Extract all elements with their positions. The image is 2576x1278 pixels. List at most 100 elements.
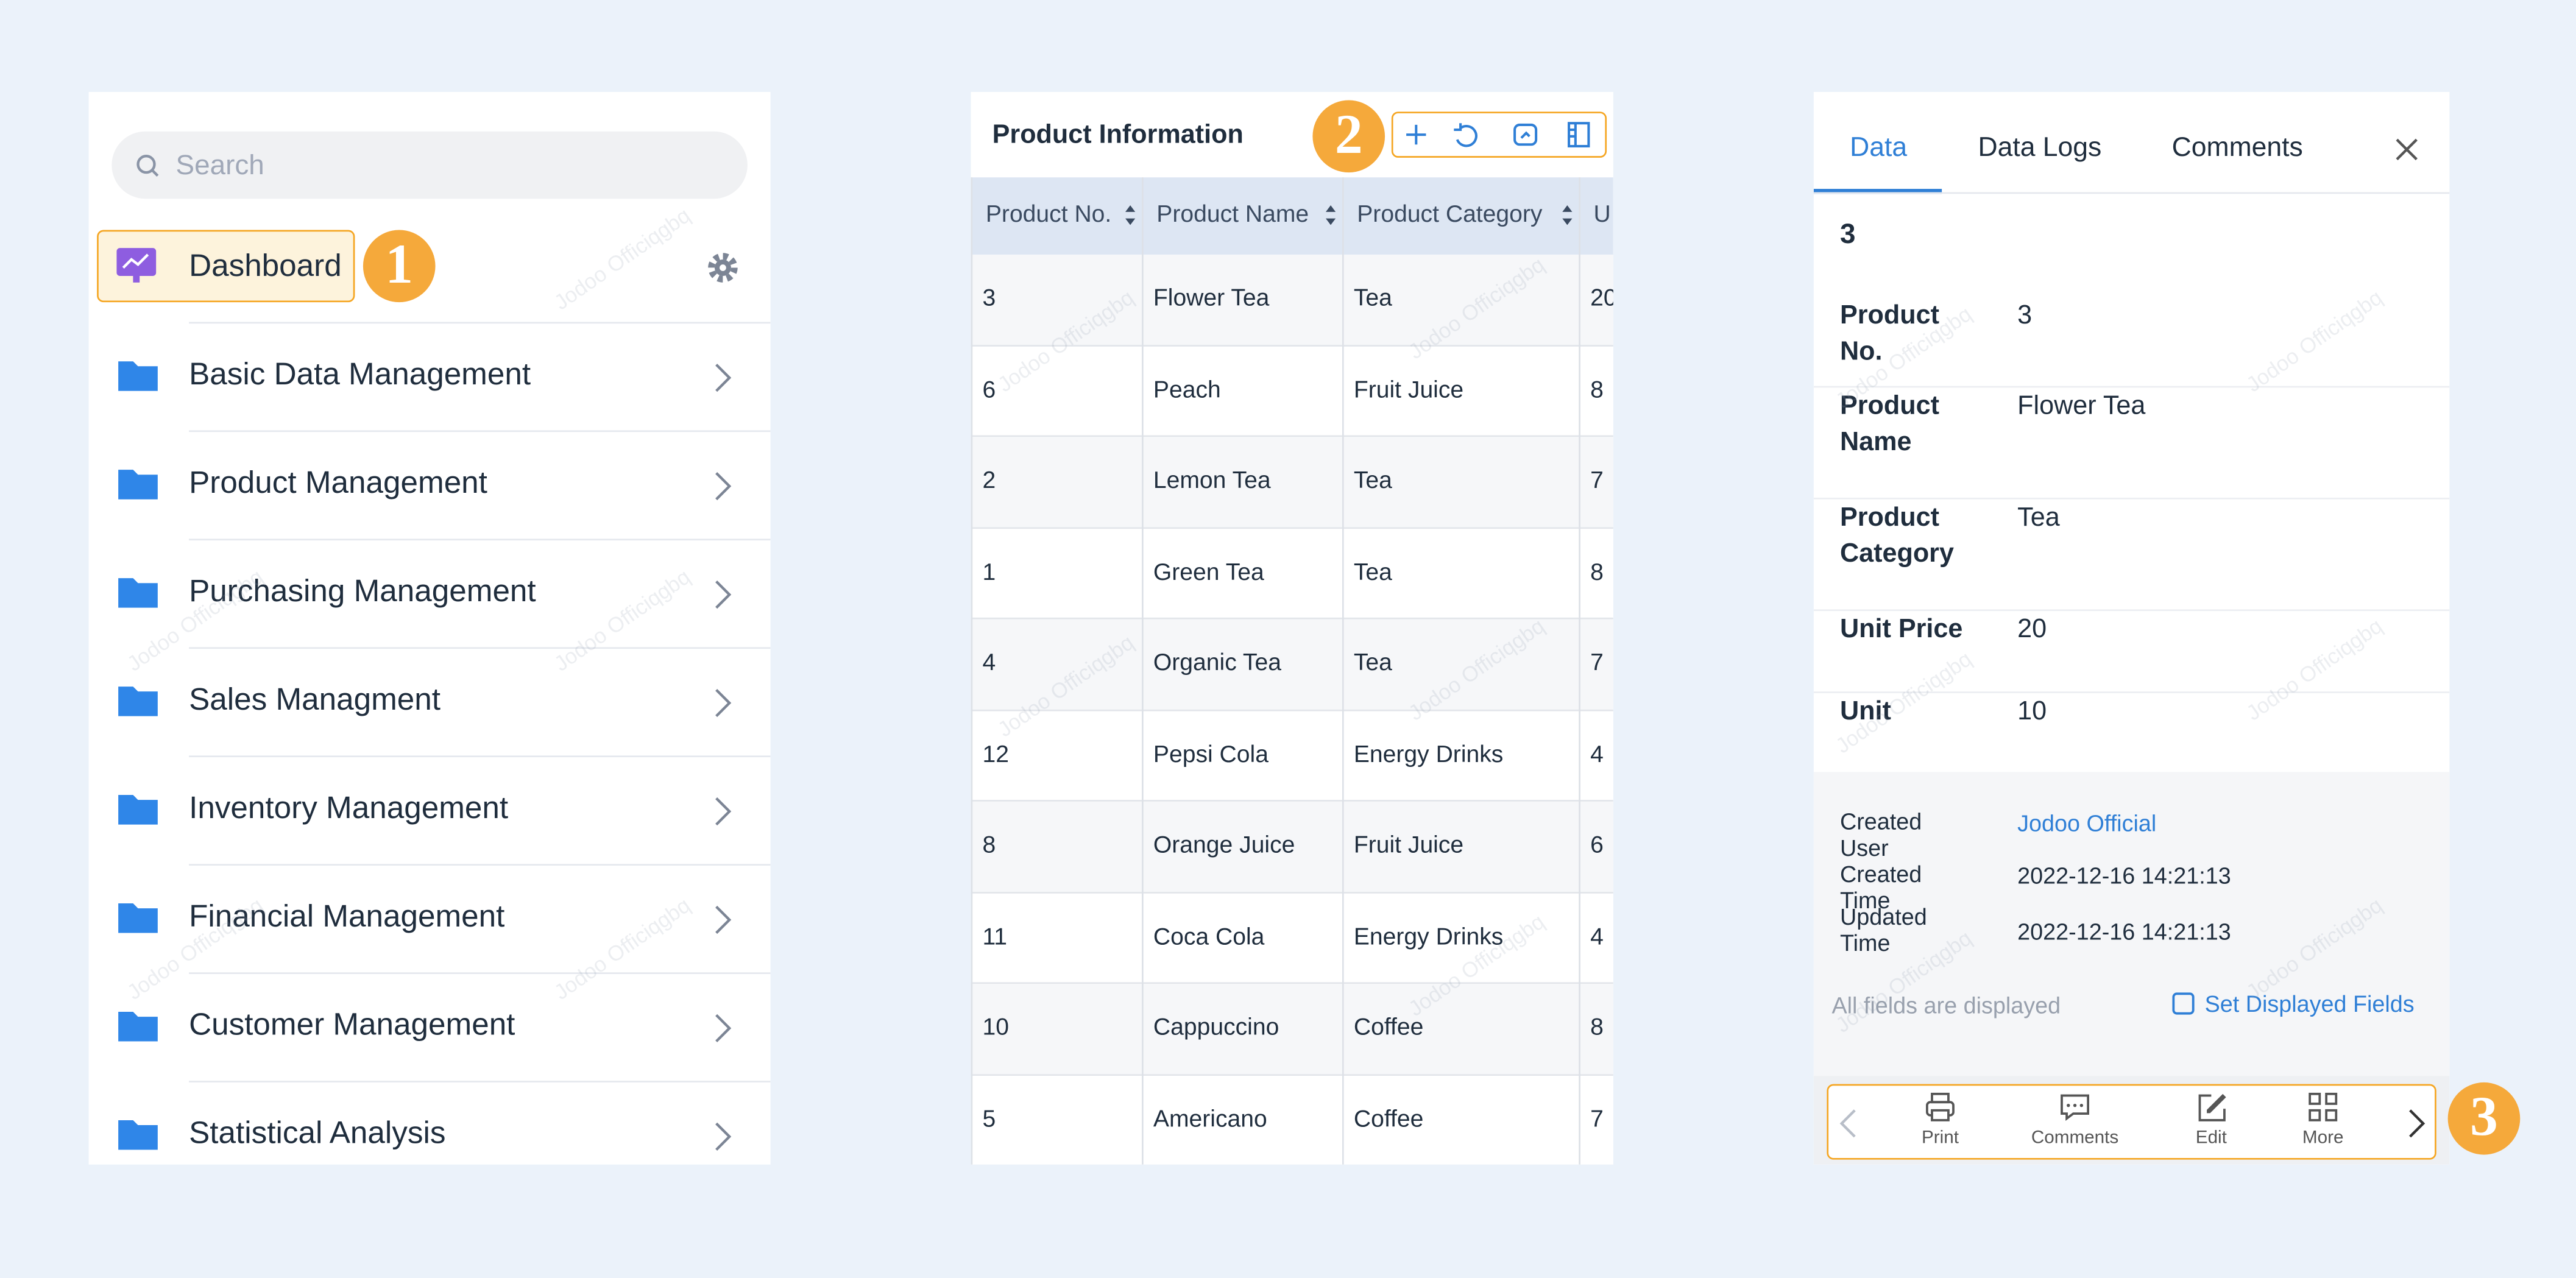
table-header xyxy=(971,177,1613,255)
menu-item[interactable]: Purchasing Management xyxy=(189,574,536,610)
table-row xyxy=(971,1075,1613,1165)
folder-glyph xyxy=(118,903,158,933)
field-divider xyxy=(1813,498,2450,500)
menu-item[interactable]: Customer Management xyxy=(189,1008,515,1043)
chevron-glyph xyxy=(715,797,732,826)
tool-label[interactable]: Edit xyxy=(2195,1128,2227,1148)
table-cell: 4 xyxy=(1590,741,1604,768)
column-header[interactable]: Product Name xyxy=(1156,202,1309,228)
tab[interactable]: Data Logs xyxy=(1978,133,2102,163)
settings-icon[interactable] xyxy=(706,252,739,284)
close-button[interactable] xyxy=(2394,136,2420,163)
table-cell: 6 xyxy=(982,376,996,403)
menu-item[interactable]: Statistical Analysis xyxy=(189,1117,446,1152)
tool-icon[interactable] xyxy=(2195,1090,2227,1131)
table-cell: 7 xyxy=(1590,650,1604,677)
table-cell: Energy Drinks xyxy=(1353,923,1504,950)
field-label: Product Name xyxy=(1839,392,1939,457)
record-title: 3 xyxy=(1839,218,1856,250)
column-header[interactable]: Product No. xyxy=(985,202,1112,228)
table-cell: 7 xyxy=(1590,1106,1604,1133)
tab[interactable]: Comments xyxy=(2171,133,2303,163)
nav-panel: Search Dashboard 1 Basic Data Management… xyxy=(88,91,771,1165)
menu-divider xyxy=(189,1081,771,1082)
search-box[interactable]: Search xyxy=(111,131,748,199)
field-label: Product Category xyxy=(1839,504,1954,568)
table-cell: Fruit Juice xyxy=(1353,833,1464,860)
chevron-glyph xyxy=(715,472,732,501)
sort-glyph xyxy=(1325,205,1336,225)
sort-glyph xyxy=(1562,205,1573,225)
dashboard-item[interactable]: Dashboard xyxy=(97,230,355,303)
table-cell: Organic Tea xyxy=(1153,650,1281,677)
table-row xyxy=(971,437,1613,528)
table-cell: Coffee xyxy=(1353,1106,1424,1133)
meta-label: Created User xyxy=(1839,808,1922,861)
set-fields-link[interactable]: Set Displayed Fields xyxy=(2204,990,2415,1017)
menu-item[interactable]: Inventory Management xyxy=(189,791,509,827)
tool-icon[interactable] xyxy=(2307,1090,2340,1131)
tool-label[interactable]: Comments xyxy=(2031,1128,2119,1148)
sort-icon[interactable] xyxy=(1324,203,1337,235)
field-value: Flower Tea xyxy=(2017,392,2146,421)
table-cell: 8 xyxy=(1590,559,1604,586)
tab-divider xyxy=(1813,192,2450,194)
tab[interactable]: Data xyxy=(1850,133,1908,163)
menu-item[interactable]: Basic Data Management xyxy=(189,358,531,393)
prev-button[interactable] xyxy=(1838,1107,1858,1140)
meta-value[interactable]: Jodoo Official xyxy=(2017,810,2157,836)
menu-item[interactable]: Product Management xyxy=(189,466,487,501)
menu-item[interactable]: Sales Managment xyxy=(189,683,441,718)
table-cell: 8 xyxy=(982,833,996,860)
column-header[interactable]: U xyxy=(1593,202,1611,228)
sort-icon[interactable] xyxy=(1561,203,1574,235)
tool-label[interactable]: Print xyxy=(1921,1128,1959,1148)
table-row xyxy=(971,801,1613,893)
table-cell: 7 xyxy=(1590,468,1604,495)
folder-glyph xyxy=(118,687,158,716)
tab-indicator xyxy=(1813,189,1942,194)
menu-divider xyxy=(189,647,771,649)
table-cell: Pepsi Cola xyxy=(1153,741,1269,768)
column-divider xyxy=(971,177,973,1165)
sort-icon[interactable] xyxy=(1123,203,1137,235)
table-row xyxy=(971,984,1613,1075)
record-toolbar: Print Comments Edit More xyxy=(1827,1084,2436,1160)
chevron-glyph xyxy=(715,1014,732,1043)
table-cell: 6 xyxy=(1590,833,1604,860)
folder-icon xyxy=(116,465,159,509)
tool-glyph xyxy=(1925,1092,1955,1121)
chevron xyxy=(713,1012,732,1053)
folder-glyph xyxy=(118,361,158,391)
column-header[interactable]: Product Category xyxy=(1357,202,1543,228)
folder-icon xyxy=(116,1007,159,1051)
folder-glyph xyxy=(118,1011,158,1042)
tool-icon[interactable] xyxy=(2059,1090,2092,1131)
next-button[interactable] xyxy=(2407,1107,2426,1140)
tool-label[interactable]: More xyxy=(2302,1128,2344,1148)
chevron-glyph xyxy=(715,905,732,934)
table-cell: Fruit Juice xyxy=(1353,376,1464,403)
field-label: Unit xyxy=(1839,697,1891,726)
chevron-glyph xyxy=(715,1122,732,1151)
table-cell: 20 xyxy=(1590,286,1613,312)
menu-divider xyxy=(189,972,771,974)
table-row xyxy=(971,710,1613,802)
menu-item[interactable]: Financial Management xyxy=(189,900,505,935)
tool-glyph xyxy=(2309,1092,2338,1121)
table-row xyxy=(971,892,1613,984)
chevron-glyph xyxy=(715,688,732,718)
table-row xyxy=(971,528,1613,620)
table-panel: Product Information 2 Product No. Product… xyxy=(971,91,1613,1165)
table-cell: Tea xyxy=(1353,650,1392,677)
menu-divider xyxy=(189,322,771,324)
table-cell: Americano xyxy=(1153,1106,1267,1133)
chevron-glyph xyxy=(715,581,732,609)
table-cell: 2 xyxy=(982,468,996,495)
table-cell: Coffee xyxy=(1353,1015,1424,1042)
table-cell: Energy Drinks xyxy=(1353,741,1504,768)
field-divider xyxy=(1813,609,2450,612)
table-row xyxy=(971,345,1613,437)
tool-icon[interactable] xyxy=(1923,1090,1956,1131)
